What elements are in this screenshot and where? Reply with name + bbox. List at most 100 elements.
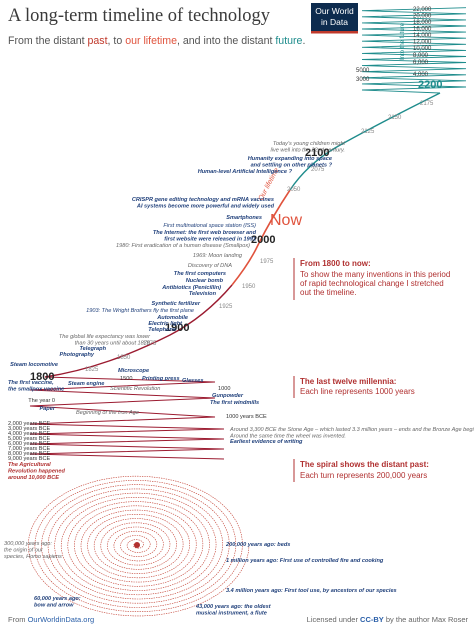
event-label: The Agricultural: [8, 462, 51, 468]
subtitle-part: future: [275, 35, 302, 47]
subtitle-part: From the distant: [8, 35, 87, 47]
future-tick-label: 6,000: [413, 60, 429, 66]
event-label: Smartphones: [226, 215, 262, 221]
panel-text: Each line represents 1000 years: [300, 387, 415, 396]
subtitle-part: , to: [108, 35, 126, 47]
future-tick-label: 20,000: [413, 14, 432, 20]
future-tick-label: 18,000: [413, 20, 432, 26]
event-label: species, Homo sapiens: [4, 554, 62, 560]
era-label: 1000 years BCE: [226, 414, 267, 420]
year-label: 2125: [361, 129, 375, 135]
event-label: The Internet: the first web browser and: [153, 230, 257, 236]
era-label: 7,000 years BCE: [8, 446, 51, 452]
event-label: 3.4 million years ago: First tool use, b…: [226, 588, 397, 594]
event-label: 1903: The Wright Brothers fly the first …: [86, 308, 194, 314]
event-label: Gunpowder: [212, 393, 244, 399]
year-label: 2175: [420, 101, 434, 107]
year-label: 1850: [117, 355, 131, 361]
footer-right: Licensed under CC-BY by the author Max R…: [307, 615, 469, 624]
future-tick-label: 12,000: [413, 40, 432, 46]
subtitle-part: , and into the distant: [177, 35, 275, 47]
year-label: 1800: [30, 371, 54, 383]
event-label: Revolution happened: [8, 469, 65, 475]
future-tick-label: 4,000: [413, 72, 429, 78]
era-label: 5,000 years BCE: [8, 436, 51, 442]
event-label: Nuclear bomb: [186, 278, 224, 284]
event-label: around 10,000 BCE: [8, 475, 59, 481]
era-label: 3,000 years BCE: [8, 426, 51, 432]
future-tick-label: 16,000: [413, 27, 432, 33]
event-label: Steam engine: [68, 381, 104, 387]
event-label: First multinational space station (ISS): [163, 223, 256, 229]
event-label: Microscope: [118, 368, 149, 374]
spiral: [28, 475, 250, 617]
event-label: 1969: Moon landing: [193, 253, 243, 259]
event-label: CRISPR gene editing technology and mRNA …: [132, 197, 274, 203]
footer-part: by the author Max Roser: [384, 615, 469, 624]
year-label: Now: [270, 212, 302, 229]
event-label: Synthetic fertilizer: [152, 301, 201, 307]
year-label: 1925: [219, 304, 233, 310]
era-label: 8,000 years BCE: [8, 451, 51, 457]
future-label: Into the future: [400, 22, 406, 60]
year-label: 1900: [165, 322, 189, 334]
panel-heading: The last twelve millennia:: [300, 377, 396, 386]
future-curve: [289, 92, 441, 191]
future-tick-label: 10,000: [413, 46, 432, 52]
event-label: the origin of our: [4, 548, 44, 554]
lifetime-curve: [231, 189, 291, 286]
event-label: Human-level Artificial Intelligence ?: [198, 169, 293, 175]
future-tick-label: 3000: [356, 77, 370, 83]
year-label: 2075: [311, 167, 325, 173]
event-label: The global life expectancy was lower: [59, 334, 151, 340]
event-label: The first windmills: [210, 400, 259, 406]
era-label: 1000: [218, 386, 230, 392]
footer-part: OurWorldinData.org: [28, 615, 95, 624]
event-label: Television: [189, 291, 217, 297]
future-zigzag: [361, 7, 467, 94]
past-zigzag: [29, 376, 225, 460]
year-label: 1875: [143, 341, 157, 347]
event-label: first website were released in 1991: [164, 237, 256, 243]
footer-part: Licensed under: [307, 615, 360, 624]
event-label: Glasses: [182, 378, 203, 384]
year-label: 1975: [260, 259, 274, 265]
year-label: 2150: [388, 115, 402, 121]
event-label: Today's young children might: [273, 141, 346, 147]
event-label: AI systems become more powerful and wide…: [136, 204, 275, 210]
event-label: Around the same time the wheel was inven…: [229, 434, 346, 440]
event-label: 300,000 years ago:: [4, 541, 52, 547]
logo-box: [311, 3, 358, 33]
event-label: live well into the 22nd century.: [270, 148, 345, 154]
event-label: The first vaccine,: [8, 380, 54, 386]
event-label: Paper: [39, 406, 55, 412]
logo: Our World in Data: [311, 3, 358, 34]
event-label: Telegraph: [79, 346, 106, 352]
event-label: musical instrument, a flute: [196, 611, 267, 617]
era-label: 9,000 years BCE: [8, 456, 51, 462]
event-label: Beginning of the Iron Age: [76, 410, 139, 416]
panel-text: out the timeline.: [300, 288, 356, 297]
event-label: Scientific Revolution: [110, 386, 160, 392]
era-label: 1500: [120, 376, 132, 382]
event-label: the smallpox vaccine: [8, 387, 64, 393]
future-tick-label: 2200: [418, 79, 442, 91]
logo-text: in Data: [321, 17, 348, 27]
year-label: 2100: [305, 147, 329, 159]
event-label: 1980: First eradication of a human disea…: [116, 243, 250, 249]
event-label: 43,000 years ago: the oldest: [195, 604, 272, 610]
future-tick-label: 5000: [356, 68, 370, 74]
year-label: 1825: [85, 367, 99, 373]
event-label: Automobile: [156, 315, 188, 321]
event-label: bow and arrow: [34, 603, 74, 609]
footer-part: CC-BY: [360, 615, 384, 624]
era-label: 4,000 years BCE: [8, 431, 51, 437]
event-label: Steam locomotive: [10, 362, 58, 368]
panel-heading: From 1800 to now:: [300, 259, 371, 268]
future-tick-label: 22,000: [413, 7, 432, 13]
era-label: The year 0: [28, 398, 55, 404]
year-label: 2000: [251, 234, 275, 246]
event-label: Electric light: [148, 321, 183, 327]
